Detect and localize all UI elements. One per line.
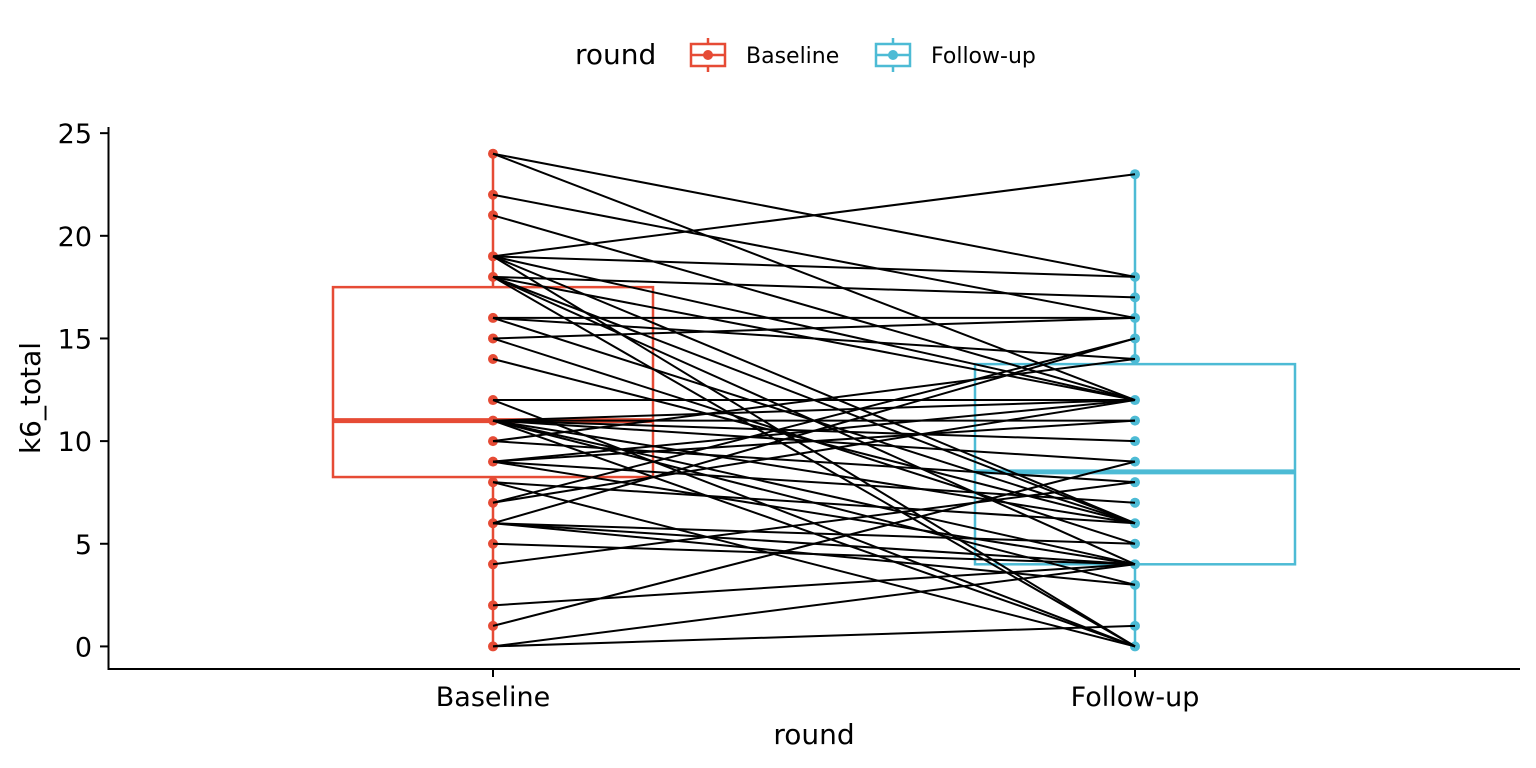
pair-line-35 [492, 460, 1136, 566]
pair-line-3 [492, 214, 1136, 402]
pair-line-41 [492, 522, 1136, 545]
pair-line-40 [492, 337, 1136, 525]
y-tick-label-0: 0 [75, 632, 92, 663]
pair-line-22 [492, 399, 1136, 422]
pair-line-46 [492, 563, 1136, 607]
pair-line-49 [492, 624, 1136, 648]
x-axis-title: round [773, 718, 854, 751]
y-tick-label-5: 5 [75, 530, 92, 561]
pair-line-7 [492, 255, 1136, 525]
legend-point-baseline [703, 50, 713, 60]
legend-point-follow-up [888, 50, 898, 60]
pair-line-1 [492, 152, 1136, 401]
pair-line-32 [492, 419, 1136, 463]
y-axis-ticks: 0 5 10 15 20 25 [58, 119, 108, 663]
pair-line-4 [492, 173, 1136, 258]
pair-line-26 [492, 419, 1136, 525]
pair-line-37 [492, 481, 1136, 648]
pair-line-2 [492, 193, 1136, 319]
box-baseline [331, 285, 655, 479]
pair-line-38 [492, 337, 1136, 504]
pair-line-47 [492, 460, 1136, 627]
legend-title: round [575, 38, 656, 71]
y-tick-label-20: 20 [58, 222, 92, 253]
pair-line-30 [492, 358, 1136, 443]
pair-line-45 [492, 481, 1136, 566]
y-tick-label-10: 10 [58, 427, 92, 458]
pair-line-48 [492, 563, 1136, 648]
legend-key-follow-up [874, 38, 912, 72]
legend-label-baseline: Baseline [746, 44, 839, 69]
pair-line-5 [492, 255, 1136, 278]
pair-line-44 [492, 542, 1136, 566]
pair-line-17 [492, 316, 1136, 340]
pair-line-9 [492, 275, 1136, 299]
pair-lines-layer [492, 152, 1136, 648]
y-axis-title: k6_total [14, 342, 47, 454]
legend-key-baseline [689, 38, 727, 72]
y-tick-label-25: 25 [58, 119, 92, 150]
legend: round Baseline Follow-up [575, 38, 1036, 72]
x-tick-label-baseline: Baseline [436, 682, 550, 713]
x-axis-ticks: Baseline Follow-up [436, 669, 1200, 713]
x-tick-label-follow-up: Follow-up [1071, 682, 1200, 713]
pair-line-39 [492, 399, 1136, 504]
pair-line-15 [492, 316, 1136, 360]
pair-line-36 [492, 481, 1136, 525]
y-tick-label-15: 15 [58, 324, 92, 355]
pair-line-31 [492, 440, 1136, 484]
legend-label-follow-up: Follow-up [931, 44, 1036, 69]
